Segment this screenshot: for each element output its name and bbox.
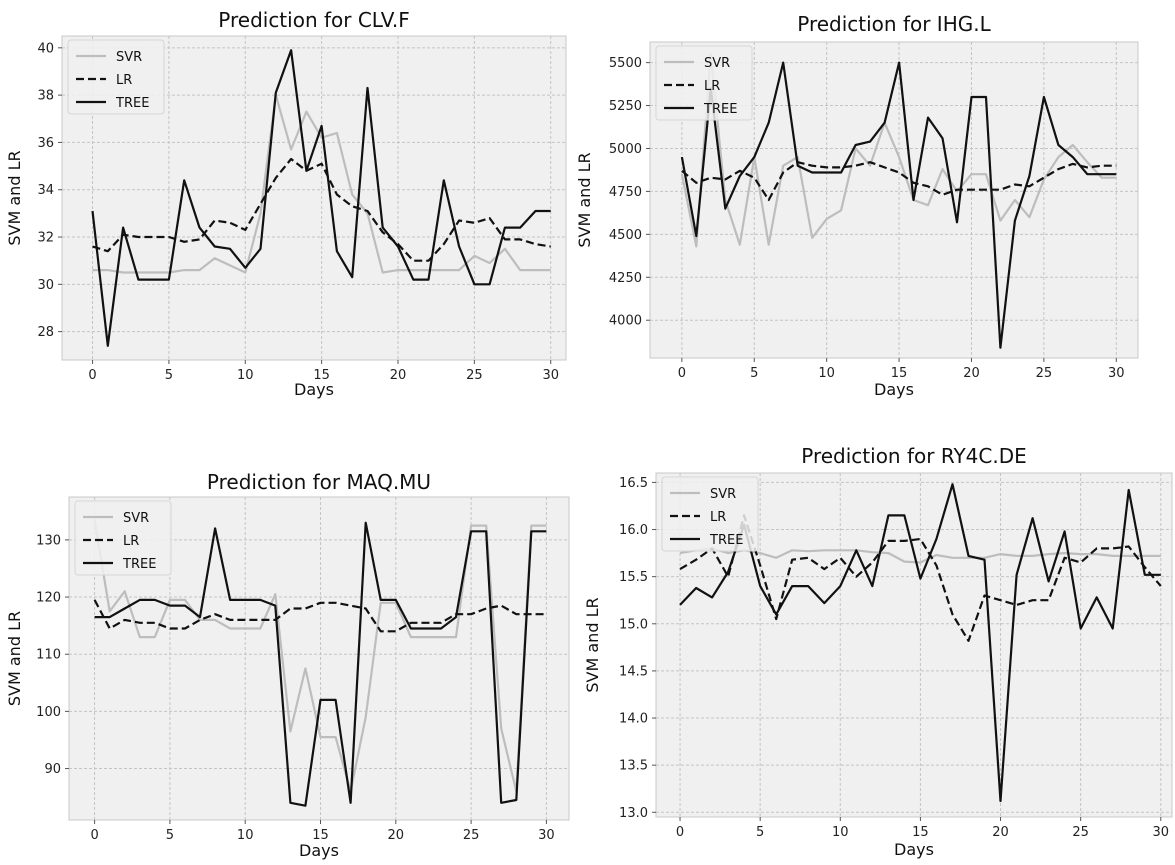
series-line-tree — [679, 483, 1161, 803]
x-tick-label: 20 — [992, 825, 1009, 840]
x-tick-label: 30 — [1108, 366, 1125, 381]
y-tick-label: 30 — [37, 278, 54, 293]
x-tick-label: 15 — [912, 825, 929, 840]
y-tick-label: 13.0 — [619, 806, 648, 821]
chart-panel-ry4c-de: 0 5 10 15 20 25 30 13.0 13.5 14.0 14.5 15.0 15.5 16.0… — [583, 444, 1173, 859]
series-line-svr — [679, 547, 1161, 564]
y-tick-label: 110 — [36, 648, 61, 663]
x-tick-label: 15 — [891, 366, 908, 381]
y-axis-label: SVM and LR — [5, 150, 24, 245]
y-tick-label: 4250 — [609, 271, 642, 286]
legend-label-svr: SVR — [704, 56, 730, 71]
y-tick-label: 14.0 — [619, 712, 648, 727]
y-tick-label: 13.5 — [619, 759, 648, 774]
chart-title: Prediction for CLV.F — [218, 8, 409, 32]
x-tick-label: 25 — [463, 828, 480, 843]
x-tick-label: 20 — [963, 366, 980, 381]
x-tick-label: 25 — [1072, 825, 1089, 840]
x-tick-label: 15 — [313, 368, 330, 383]
legend-label-lr: LR — [116, 73, 132, 88]
legend-box — [655, 45, 753, 121]
y-axis-label: SVM and LR — [583, 597, 602, 692]
y-tick-label: 4500 — [609, 228, 642, 243]
x-tick-label: 5 — [756, 825, 764, 840]
y-tick-label: 120 — [36, 591, 61, 606]
x-axis-label: Days — [894, 840, 934, 859]
y-tick-label: 5500 — [609, 56, 642, 71]
chart-panel-clv-f: 0 5 10 15 20 25 30 28 30 32 34 36 38 40 SVR LR TREE Predi… — [5, 8, 567, 399]
x-tick-label: 5 — [166, 828, 174, 843]
y-tick-label: 34 — [37, 183, 54, 198]
chart-panel-maq-mu: 0 5 10 15 20 25 30 90 100 110 120 130 SVR LR TREE Predi… — [5, 470, 570, 860]
y-tick-label: 4750 — [609, 185, 642, 200]
y-axis-label: SVM and LR — [575, 152, 594, 247]
legend-label-tree: TREE — [115, 96, 149, 111]
legend-label-tree: TREE — [709, 533, 743, 548]
series-line-lr — [92, 157, 551, 262]
x-tick-label: 25 — [466, 368, 483, 383]
x-tick-label: 10 — [237, 368, 254, 383]
legend-label-tree: TREE — [703, 102, 737, 117]
x-axis-label: Days — [299, 841, 339, 860]
chart-panel-ihg-l: 0 5 10 15 20 25 30 4000 4250 4500 4750 5000 5250 5500… — [575, 12, 1139, 399]
legend-label-lr: LR — [123, 534, 139, 549]
x-tick-label: 15 — [312, 828, 329, 843]
series-line-lr — [679, 514, 1162, 642]
legend-label-svr: SVR — [710, 487, 736, 502]
x-axis-label: Days — [874, 380, 914, 399]
y-tick-label: 36 — [37, 136, 54, 151]
x-tick-label: 10 — [237, 828, 254, 843]
x-tick-label: 30 — [538, 828, 555, 843]
legend-label-tree: TREE — [122, 557, 156, 572]
legend-box — [67, 39, 165, 115]
y-tick-label: 16.5 — [619, 476, 648, 491]
series-line-lr — [93, 599, 547, 633]
legend-box — [74, 500, 172, 576]
chart-title: Prediction for RY4C.DE — [801, 444, 1027, 468]
y-tick-label: 100 — [36, 705, 61, 720]
x-tick-label: 20 — [390, 368, 407, 383]
x-tick-label: 10 — [832, 825, 849, 840]
legend-label-svr: SVR — [116, 50, 142, 65]
legend-label-lr: LR — [710, 510, 726, 525]
legend-label-lr: LR — [704, 79, 720, 94]
y-tick-label: 5250 — [609, 99, 642, 114]
legend-label-svr: SVR — [123, 511, 149, 526]
y-tick-label: 15.0 — [619, 617, 648, 632]
y-tick-label: 90 — [44, 762, 61, 777]
y-tick-label: 38 — [37, 89, 54, 104]
y-tick-label: 5000 — [609, 142, 642, 157]
y-tick-label: 14.5 — [619, 664, 648, 679]
x-tick-label: 0 — [90, 828, 98, 843]
y-tick-label: 28 — [37, 325, 54, 340]
x-tick-label: 20 — [388, 828, 405, 843]
y-tick-label: 32 — [37, 231, 54, 246]
series-line-svr — [93, 519, 547, 793]
series-line-tree — [91, 49, 551, 347]
y-axis-label: SVM and LR — [5, 611, 24, 706]
legend-box — [661, 476, 759, 552]
x-tick-label: 10 — [818, 366, 835, 381]
chart-title: Prediction for IHG.L — [797, 12, 991, 36]
x-tick-label: 0 — [88, 368, 96, 383]
y-tick-label: 130 — [36, 533, 61, 548]
x-tick-label: 0 — [676, 825, 684, 840]
x-axis-label: Days — [294, 380, 334, 399]
y-tick-label: 16.0 — [619, 523, 648, 538]
x-tick-label: 5 — [750, 366, 758, 381]
x-tick-label: 0 — [678, 366, 686, 381]
x-tick-label: 30 — [1153, 825, 1170, 840]
chart-title: Prediction for MAQ.MU — [207, 470, 431, 494]
x-tick-label: 30 — [542, 368, 559, 383]
y-tick-label: 4000 — [609, 314, 642, 329]
y-tick-label: 15.5 — [619, 570, 648, 585]
x-tick-label: 25 — [1036, 366, 1053, 381]
series-line-tree — [94, 521, 547, 807]
series-line-tree — [680, 61, 1117, 349]
y-tick-label: 40 — [37, 41, 54, 56]
x-tick-label: 5 — [165, 368, 173, 383]
